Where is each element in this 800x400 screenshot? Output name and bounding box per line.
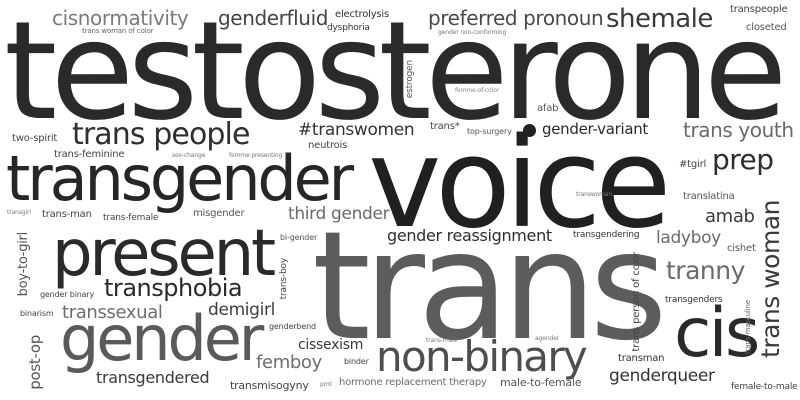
word-cishet: cishet [727, 243, 756, 254]
word-gender-variant: gender-variant [542, 120, 649, 138]
word-trans-woman-of-color: trans woman of color [82, 27, 154, 35]
word-trans-youth: trans youth [683, 118, 794, 142]
word-two-spirit: two-spirit [12, 133, 58, 144]
word-trans-man: trans-man [42, 209, 92, 220]
word-transman: transman [618, 353, 665, 364]
word-tranny: tranny [666, 256, 745, 285]
word-binder: binder [344, 357, 369, 366]
word-gender-binary: gender binary [40, 290, 95, 299]
word-male-to-female: male-to-female [500, 376, 582, 389]
word-genderfluid: genderfluid [218, 6, 329, 30]
word-trans-male: trans-male [426, 337, 458, 344]
word-transsexual: transsexual [62, 302, 163, 323]
word-trans-masculine: trans-masculine [744, 300, 752, 355]
word-pmt: pmt [320, 381, 332, 388]
word-genderqueer: genderqueer [609, 366, 715, 386]
word-transgender: transgender [6, 142, 354, 215]
word-closeted: closeted [746, 22, 787, 33]
word-translatina: translatina [683, 191, 735, 202]
bullet-dot [523, 124, 536, 137]
word-transpeople: transpeople [730, 4, 788, 15]
word-bi-gender: bi-gender [280, 233, 318, 242]
word-trans-boy: trans-boy [279, 258, 289, 300]
word-afab: afab [537, 103, 559, 114]
word-dysphoria: dysphoria [327, 23, 370, 33]
word-femme-presenting: femme presenting [229, 152, 283, 159]
word-gender-non-conforming: gender non-conforming [438, 29, 507, 36]
word-transgirl: transgirl [7, 209, 31, 216]
word-trans-star: trans* [430, 121, 460, 132]
word-trans-female: trans-female [103, 213, 159, 223]
word-present: present [52, 217, 276, 291]
word-transgendered: transgendered [96, 368, 210, 387]
word-binarism: binarism [20, 309, 54, 318]
word-transwoman: transwoman [576, 191, 613, 198]
word-third-gender: third gender [288, 204, 390, 224]
word-boy-to-girl: boy-to-girl [16, 232, 31, 297]
word-neutrois: neutrois [308, 140, 348, 151]
word-electrolysis: electrolysis [335, 9, 390, 20]
word-hashtag-tgirl: #tgirl [679, 159, 707, 170]
word-cis: cis [674, 294, 760, 373]
word-transgendering: transgendering [573, 230, 640, 240]
word-ladyboy: ladyboy [656, 228, 721, 248]
word-cissexism: cissexism [298, 337, 364, 353]
word-transmisogyny: transmisogyny [230, 379, 309, 392]
word-shemale: shemale [606, 4, 713, 34]
word-hormone-replacement-therapy: hormone replacement therapy [339, 377, 487, 388]
word-preferred-pronoun: preferred pronoun [428, 6, 604, 30]
word-testosterone: testosterone [4, 0, 787, 151]
word-trans-person-of-color: trans person of color [631, 252, 642, 352]
word-sex-change: sex-change [172, 152, 206, 159]
word-voice: voice [368, 112, 671, 256]
word-genderbend: genderbend [269, 322, 316, 331]
word-trans-people: trans people [72, 117, 250, 152]
word-transphobia: transphobia [104, 274, 243, 302]
word-agender: agender [535, 335, 560, 342]
word-trans: trans [312, 200, 668, 374]
word-cisnormativity: cisnormativity [52, 6, 189, 30]
word-gender: gender [60, 302, 264, 375]
word-top-surgery: top-surgery [467, 127, 512, 136]
word-prep: prep [712, 143, 774, 176]
word-estrogen: estrogen [405, 60, 415, 99]
word-amab: amab [705, 206, 755, 227]
word-non-binary: non-binary [376, 332, 588, 381]
word-demigirl: demigirl [208, 300, 276, 320]
word-post-op: post-op [26, 335, 44, 390]
word-female-to-male: female-to-male [731, 382, 798, 392]
word-femboy: femboy [256, 352, 322, 373]
word-gender-reassignment: gender reassignment [387, 226, 552, 245]
word-femme-of-color: femme-of-color [455, 87, 500, 94]
word-trans-woman: trans woman [756, 200, 785, 358]
word-misgender: misgender [193, 208, 245, 219]
word-trans-feminine: trans-feminine [54, 149, 125, 160]
word-transgenders: transgenders [665, 295, 723, 305]
word-hashtag-transwomen: #transwomen [298, 120, 415, 140]
